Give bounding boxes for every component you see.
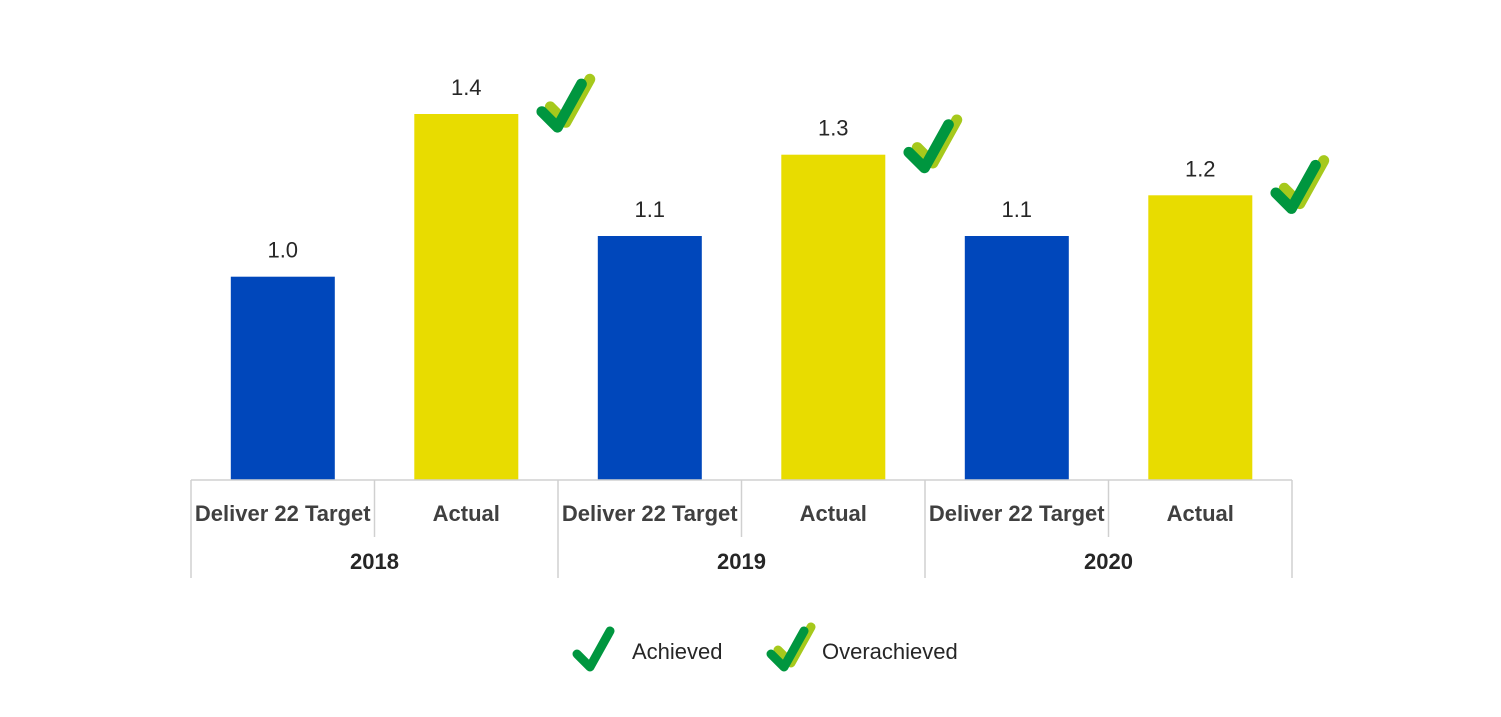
bar-2018-target — [230, 276, 335, 480]
value-labels-layer: 1.0 1.4 1.1 1.3 1.1 1.2 — [267, 75, 1215, 263]
category-tick-label: Actual — [1167, 501, 1234, 526]
legend-label: Achieved — [632, 639, 723, 664]
legend: Achieved Overachieved — [572, 622, 958, 672]
legend-item: Overachieved — [766, 622, 958, 672]
bar-2019-actual — [781, 154, 886, 480]
overachieved-check-icon — [536, 73, 596, 133]
value-label: 1.3 — [818, 116, 849, 141]
bar-2020-target — [964, 236, 1069, 480]
legend-label: Overachieved — [822, 639, 958, 664]
check-icon — [572, 626, 615, 672]
group-label: 2019 — [717, 549, 766, 574]
category-tick-label: Actual — [433, 501, 500, 526]
value-label: 1.4 — [451, 75, 482, 100]
value-label: 1.1 — [1001, 197, 1032, 222]
category-tick-label: Deliver 22 Target — [195, 501, 371, 526]
group-label: 2020 — [1084, 549, 1133, 574]
bar-2018-actual — [414, 114, 519, 480]
bars-layer — [230, 114, 1253, 481]
value-label: 1.2 — [1185, 156, 1216, 181]
category-axis: Deliver 22 Target Actual Deliver 22 Target… — [190, 479, 1293, 578]
bar-2020-actual — [1148, 195, 1253, 481]
overachieved-check-icon — [1270, 155, 1330, 214]
overachieved-check-icon — [903, 114, 963, 174]
category-tick-label: Actual — [800, 501, 867, 526]
legend-item: Achieved — [572, 626, 723, 672]
category-tick-label: Deliver 22 Target — [929, 501, 1105, 526]
double-check-icon — [766, 622, 816, 672]
bar-2019-target — [597, 236, 702, 480]
value-label: 1.0 — [267, 238, 298, 263]
value-label: 1.1 — [634, 197, 665, 222]
status-checks-layer — [536, 73, 1330, 214]
category-tick-label: Deliver 22 Target — [562, 501, 738, 526]
group-label: 2018 — [350, 549, 399, 574]
